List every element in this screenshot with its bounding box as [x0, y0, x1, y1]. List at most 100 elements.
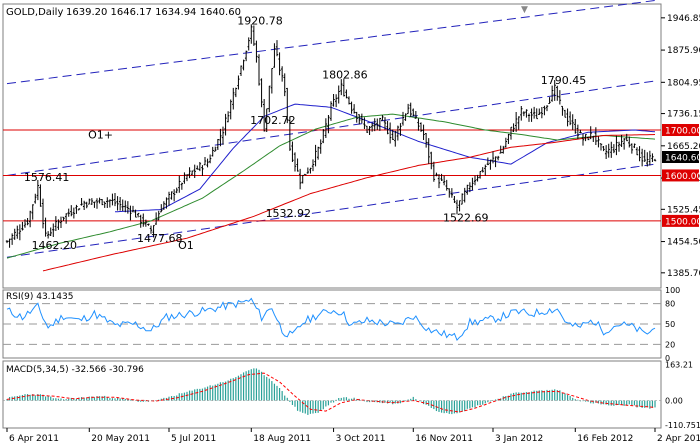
- price-bars: [5, 24, 657, 248]
- price-bar: [512, 123, 515, 132]
- price-bar: [57, 219, 60, 230]
- price-bar: [548, 97, 551, 104]
- price-bar: [406, 103, 410, 115]
- price-bar: [131, 205, 135, 213]
- price-annotation-2: 1790.45: [541, 74, 587, 87]
- price-tick-label-6: 1525.45: [667, 205, 700, 215]
- price-bar: [522, 111, 526, 117]
- price-bar: [23, 219, 27, 228]
- price-bar: [178, 175, 181, 193]
- price-bar: [545, 105, 549, 112]
- price-bar: [13, 228, 16, 240]
- price-bar: [576, 124, 580, 140]
- price-tick-label-4: 1665.20: [667, 142, 700, 152]
- price-bar: [64, 213, 68, 224]
- price-bar: [268, 85, 271, 113]
- price-bar: [237, 75, 240, 90]
- pane-border-2: [2, 360, 662, 429]
- horizontal-levels[interactable]: [3, 129, 661, 222]
- level-tag-0: 1700.00: [665, 127, 700, 137]
- price-bar: [80, 197, 83, 206]
- price-bar: [54, 216, 58, 232]
- price-bar: [298, 168, 302, 190]
- price-bar: [85, 201, 88, 209]
- rsi-pane[interactable]: RSI(9) 43.1435 100 80 50 20 0: [3, 286, 680, 363]
- price-bar: [571, 114, 574, 130]
- price-bar: [625, 133, 628, 142]
- price-annotation-8: 1477.68: [137, 232, 183, 245]
- price-tick-label-1: 1875.90: [667, 46, 700, 56]
- price-bar: [643, 149, 646, 162]
- price-bar: [147, 223, 150, 226]
- price-bar: [468, 182, 472, 193]
- price-bar: [77, 208, 81, 211]
- price-bar: [160, 204, 163, 213]
- price-bar: [18, 224, 22, 241]
- price-bar: [556, 85, 559, 101]
- price-bar: [10, 233, 14, 245]
- macd-pane[interactable]: MACD(5,34,5) -32.566 -30.796 163.21 0.00 -…: [3, 361, 700, 430]
- price-bar: [31, 204, 34, 220]
- channel-line-1[interactable]: [6, 80, 656, 176]
- channel-line-0[interactable]: [6, 0, 656, 85]
- price-annotation-5: 1532.92: [266, 207, 312, 220]
- price-bar: [561, 105, 564, 116]
- price-bar: [376, 118, 379, 130]
- price-bar: [450, 188, 454, 198]
- price-bar: [648, 150, 652, 166]
- chart-title: GOLD,Daily: [6, 7, 63, 18]
- price-bar: [21, 221, 24, 231]
- price-pane[interactable]: 1920.78 1802.86 1790.45 1702.72 1576.41 1532.…: [3, 0, 661, 272]
- price-bar: [327, 115, 330, 134]
- price-bar: [460, 193, 464, 205]
- price-bar: [653, 158, 657, 162]
- price-bar: [401, 111, 405, 126]
- price-bar: [41, 198, 45, 229]
- price-bar: [396, 125, 400, 141]
- price-annotation-3: 1702.72: [250, 114, 296, 127]
- price-bar: [378, 117, 382, 131]
- price-annotation-9: O1+: [88, 129, 113, 142]
- price-tick-label-2: 1804.95: [667, 78, 700, 88]
- time-axis[interactable]: 6 Apr 2011 20 May 2011 5 Jul 2011 18 Aug 20…: [6, 428, 700, 444]
- price-bar: [332, 93, 335, 107]
- price-bar: [90, 198, 94, 205]
- price-bar: [473, 175, 477, 186]
- channel-line-2[interactable]: [6, 163, 656, 258]
- chart-menu-arrow-icon[interactable]: ▼: [521, 5, 528, 15]
- price-bar: [273, 43, 276, 68]
- price-bar: [553, 79, 556, 101]
- price-bar: [417, 118, 420, 131]
- chart-frame: [2, 3, 662, 429]
- price-bar: [291, 141, 294, 162]
- price-bar: [478, 170, 482, 179]
- price-bar: [360, 113, 364, 124]
- price-bar: [432, 161, 436, 182]
- price-bar: [594, 127, 598, 146]
- price-bar: [370, 122, 374, 132]
- price-bar: [584, 134, 587, 142]
- price-bar: [250, 24, 253, 44]
- channel-lines[interactable]: [6, 0, 656, 258]
- price-annotation-6: 1522.69: [443, 212, 489, 225]
- price-bar: [247, 37, 250, 51]
- price-bar: [530, 108, 533, 122]
- time-tick-label-4: 3 Oct 2011: [336, 434, 386, 444]
- price-bar: [62, 216, 65, 221]
- price-bar: [165, 197, 168, 209]
- price-bar: [368, 125, 371, 136]
- price-bar: [525, 109, 528, 118]
- price-axis[interactable]: 1946.851875.901804.951736.151665.201594.…: [661, 14, 700, 279]
- price-bar: [108, 199, 112, 208]
- price-bar: [448, 188, 451, 198]
- price-bar: [458, 200, 461, 212]
- price-bar: [172, 189, 176, 202]
- price-bar: [350, 101, 353, 114]
- price-tick-label-0: 1946.85: [667, 14, 700, 24]
- price-bar: [337, 85, 340, 104]
- time-tick-label-7: 16 Feb 2012: [577, 434, 633, 444]
- price-bar: [309, 167, 312, 174]
- price-bar: [100, 199, 104, 206]
- price-bar: [265, 108, 268, 132]
